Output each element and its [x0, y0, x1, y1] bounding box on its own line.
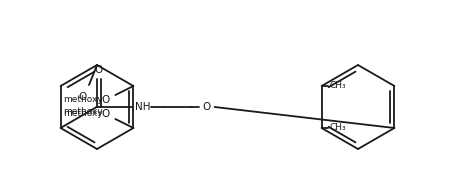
Text: O: O: [95, 65, 103, 75]
Text: methoxy: methoxy: [64, 109, 103, 119]
Text: CH₃: CH₃: [329, 124, 346, 133]
Text: CH₃: CH₃: [329, 81, 346, 90]
Text: methoxy: methoxy: [64, 95, 103, 105]
Text: O: O: [101, 109, 110, 119]
Text: O: O: [79, 92, 87, 102]
Text: methoxy: methoxy: [63, 107, 103, 115]
Text: NH: NH: [135, 102, 150, 112]
Text: O: O: [101, 95, 110, 105]
Text: O: O: [202, 102, 211, 112]
